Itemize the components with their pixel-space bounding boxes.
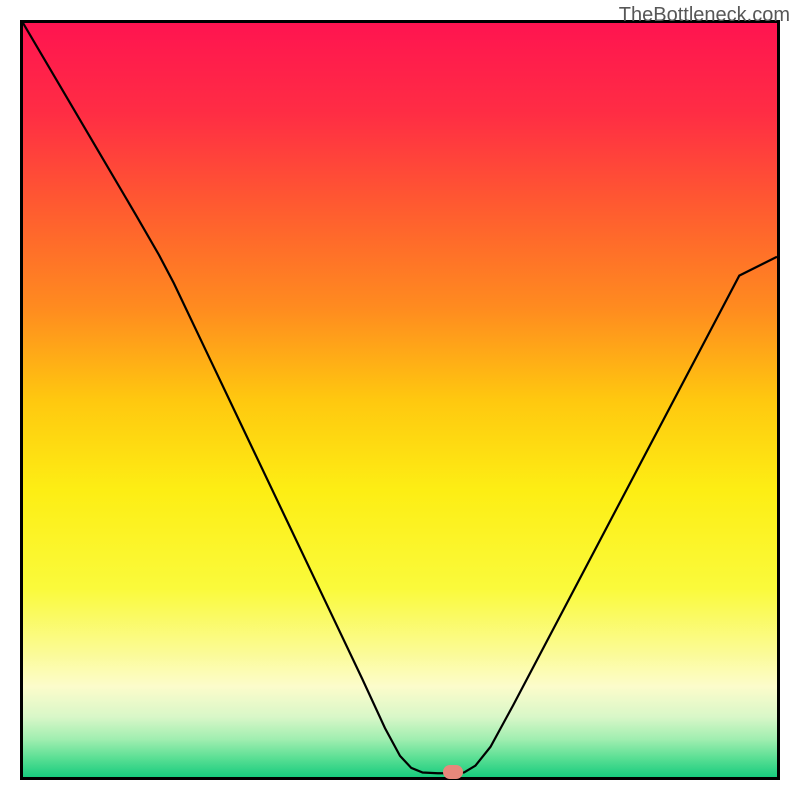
bottleneck-curve (23, 23, 777, 777)
bottleneck-chart (20, 20, 780, 780)
watermark-text: TheBottleneck.com (619, 4, 790, 27)
optimal-point-marker (443, 765, 463, 779)
